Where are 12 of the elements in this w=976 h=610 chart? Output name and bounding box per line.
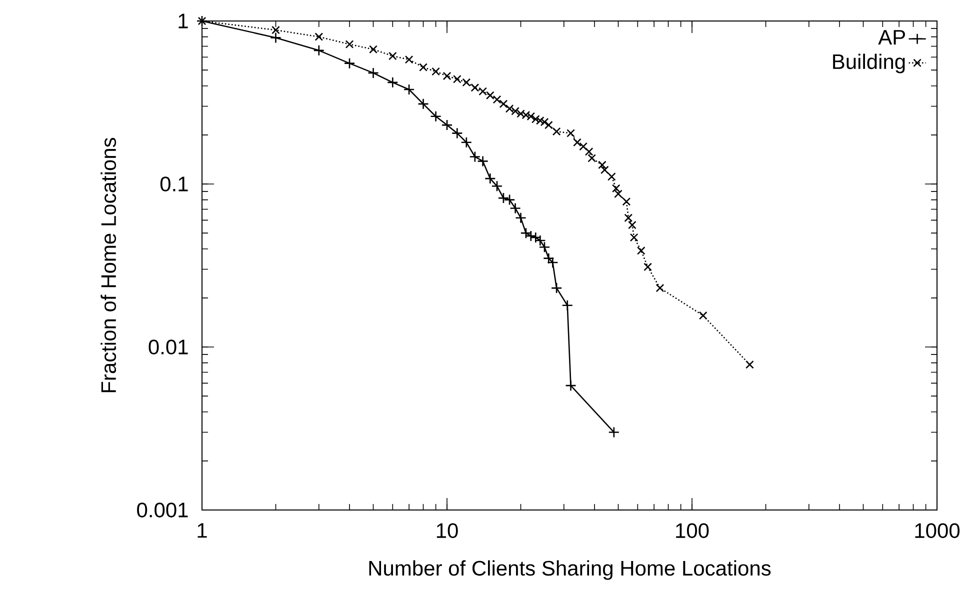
x-tick-label: 1000 [915, 523, 960, 538]
y-tick-label: 1 [178, 14, 188, 28]
legend-label: AP [878, 30, 905, 45]
legend-label: Building [833, 54, 905, 74]
y-tick-label: 0.01 [148, 340, 188, 354]
x-tick-label: 10 [436, 523, 458, 538]
x-tick-label: 100 [676, 523, 709, 538]
x-tick-label: 1 [198, 523, 207, 538]
x-axis-title: Number of Clients Sharing Home Locations [369, 560, 771, 580]
y-tick-label: 0.1 [160, 176, 188, 192]
y-tick-label: 0.001 [137, 502, 188, 518]
y-axis-title: Fraction of Home Locations [100, 138, 116, 392]
